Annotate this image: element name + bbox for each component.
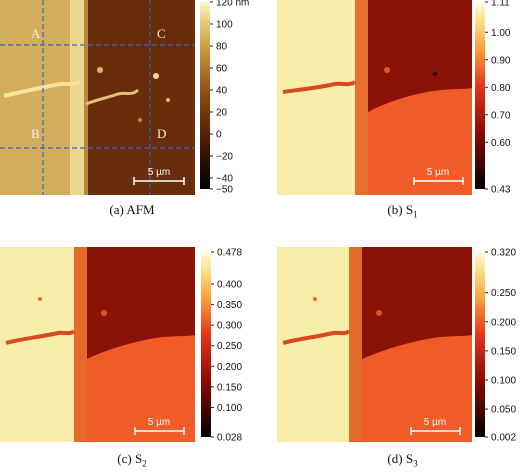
colorbar-tick-label: 0.320	[491, 248, 516, 259]
colorbar-tick-label: 20	[216, 108, 228, 119]
colorbar	[200, 2, 210, 189]
colorbar-tick-label: 0.90	[491, 55, 511, 66]
colorbar-tick-label: 100	[216, 20, 233, 31]
scalebar-label: 5 µm	[427, 167, 449, 178]
colorbar-tick-label: 0.100	[217, 403, 242, 414]
panel-afm: A B C D 5 µm 120 nm 100 80 60 40 20 0 −20 −40 −50…	[0, 0, 264, 220]
scalebar: 5 µm	[410, 417, 461, 435]
colorbar-tick-label: 0.250	[217, 341, 242, 352]
region-label-c: C	[157, 26, 166, 41]
region-label-d: D	[157, 126, 166, 141]
colorbar-tick-label: 0.002	[491, 433, 516, 444]
colorbar-tick-label: 0.200	[491, 317, 516, 328]
colorbar-ticks: 0.320 0.250 0.200 0.150 0.100 0.050 0.002	[485, 248, 516, 444]
colorbar-ticks: 1.11 1.00 0.90 0.80 0.70 0.60 0.43	[485, 0, 511, 196]
colorbar-tick-label: 0.028	[217, 433, 242, 444]
colorbar-tick-label: −20	[216, 152, 233, 163]
colorbar-tick-label: 0.400	[217, 280, 242, 291]
colorbar-tick-label: 0.43	[491, 185, 511, 196]
s1-figure: 5 µm 1.11 1.00 0.90 0.80 0.70 0.60 0.43	[277, 0, 511, 196]
colorbar	[475, 252, 485, 437]
colorbar-tick-label: 0.80	[491, 83, 511, 94]
s1-image	[277, 0, 472, 195]
caption-afm: (a) AFM	[109, 202, 155, 217]
panel-s3: 5 µm 0.320 0.250 0.200 0.150 0.100 0.050 0.002…	[277, 247, 528, 475]
region-guide-lines	[0, 0, 195, 195]
colorbar-tick-label: 1.00	[491, 28, 511, 39]
colorbar-tick-label: 120 nm	[216, 0, 249, 9]
panel-s2: 5 µm 0.478 0.400 0.350 0.300 0.250 0.200 0.150…	[0, 247, 264, 475]
colorbar-tick-label: 0.70	[491, 110, 511, 121]
panel-s1: 5 µm 1.11 1.00 0.90 0.80 0.70 0.60 0.43 (b) S1	[277, 0, 528, 220]
region-label-a: A	[31, 26, 41, 41]
colorbar-tick-label: 80	[216, 42, 228, 53]
caption-s3: (d) S3	[387, 451, 418, 469]
scalebar: 5 µm	[133, 167, 185, 185]
scalebar-label: 5 µm	[424, 417, 446, 428]
colorbar-tick-label: 0.60	[491, 138, 511, 149]
colorbar-tick-label: 0.100	[491, 375, 516, 386]
colorbar-tick-label: 0.150	[217, 382, 242, 393]
colorbar-tick-label: 60	[216, 64, 228, 75]
colorbar-tick-label: 0.250	[491, 288, 516, 299]
caption-s1: (b) S1	[387, 202, 418, 220]
colorbar-tick-label: 0.350	[217, 300, 242, 311]
colorbar-tick-label: −40	[216, 174, 233, 185]
colorbar-tick-label: 0.150	[491, 346, 516, 357]
colorbar-tick-label: 0.478	[217, 248, 242, 259]
colorbar-tick-label: 0.300	[217, 321, 242, 332]
scalebar: 5 µm	[413, 167, 464, 185]
colorbar-tick-label: 0	[216, 130, 222, 141]
colorbar-ticks: 0.478 0.400 0.350 0.300 0.250 0.200 0.150 0.100…	[211, 248, 242, 444]
colorbar-ticks: 120 nm 100 80 60 40 20 0 −20 −40−50	[210, 0, 249, 196]
afm-figure: A B C D 5 µm 120 nm 100 80 60 40 20 0 −20 −40−50	[0, 0, 249, 196]
colorbar-tick-label: 0.050	[491, 405, 516, 416]
colorbar-tick-label: 0.200	[217, 362, 242, 373]
afm-image	[0, 0, 195, 195]
colorbar-tick-label: 40	[216, 86, 228, 97]
colorbar	[201, 252, 211, 437]
s2-figure: 5 µm 0.478 0.400 0.350 0.300 0.250 0.200 0.150…	[0, 247, 242, 444]
colorbar-tick-label: 1.11	[491, 0, 510, 9]
colorbar-tick-label: −50	[216, 185, 233, 196]
scalebar-label: 5 µm	[148, 417, 170, 428]
region-label-b: B	[31, 126, 40, 141]
s2-image	[0, 247, 195, 442]
s3-figure: 5 µm 0.320 0.250 0.200 0.150 0.100 0.050 0.002	[277, 247, 516, 444]
caption-s2: (c) S2	[117, 451, 147, 469]
s3-image	[277, 247, 472, 442]
scalebar-label: 5 µm	[148, 167, 170, 178]
scalebar: 5 µm	[134, 417, 185, 435]
colorbar	[475, 2, 485, 189]
